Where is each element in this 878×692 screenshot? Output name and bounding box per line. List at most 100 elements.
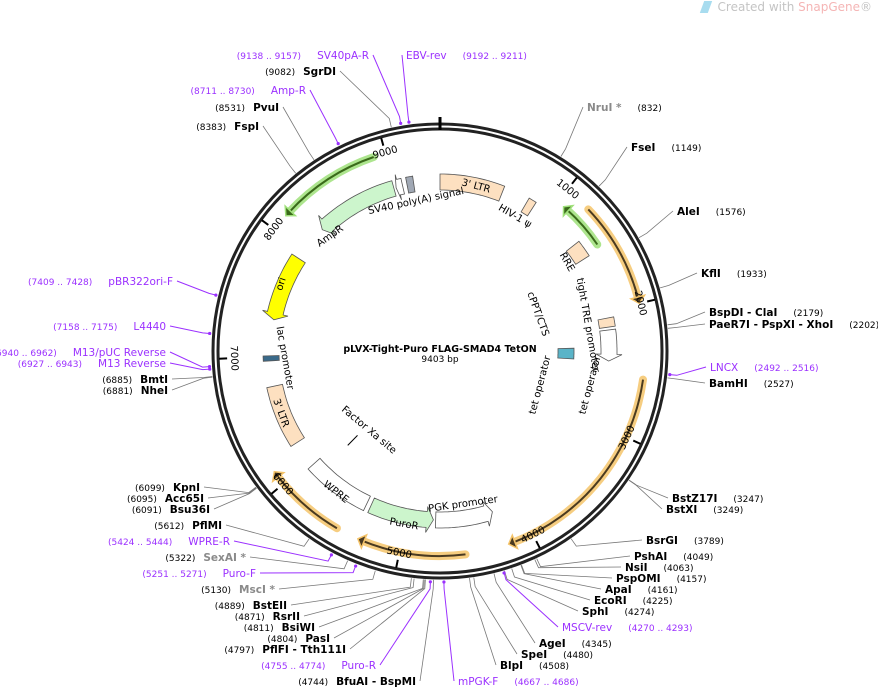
primer-binding-site[interactable]: (8711 .. 8730) Amp-R <box>191 79 340 146</box>
primer-range: (7158 .. 7175) <box>53 323 117 333</box>
restriction-site[interactable]: BstZ17I (3247) <box>628 479 763 506</box>
logo-brand: SnapGene <box>798 0 860 14</box>
tick-mark <box>571 176 578 185</box>
restriction-site[interactable]: (4889) BstEII <box>215 578 412 613</box>
primer-binding-site[interactable]: (4755 .. 4774) Puro-R <box>261 580 432 673</box>
primer-leader-line <box>372 54 402 124</box>
site-leader-line <box>318 579 424 628</box>
restriction-site[interactable]: KflI (1933) <box>659 262 767 289</box>
primer-name: M13 Reverse <box>98 358 166 370</box>
primer-binding-site[interactable]: (7409 .. 7428) pBR322ori-F <box>28 270 218 297</box>
site-label: (5612) PflMI <box>154 514 222 533</box>
orf-line <box>288 156 375 213</box>
site-label: (4889) BstEII <box>215 594 287 613</box>
restriction-site[interactable]: FseI (1149) <box>598 136 701 187</box>
restriction-site[interactable]: (6099) KpnI <box>135 476 257 495</box>
restriction-site[interactable]: NruI * (832) <box>560 96 662 157</box>
restriction-site[interactable]: NsiI (4063) <box>534 556 694 575</box>
primer-binding-site[interactable]: LNCX (2492 .. 2516) <box>668 356 819 377</box>
primer-binding-site[interactable]: (9138 .. 9157) SV40pA-R <box>237 44 403 125</box>
site-leader-line <box>667 323 706 329</box>
primer-name: EBV-rev <box>406 50 447 62</box>
restriction-site[interactable]: (4797) PflFI - Tth111I <box>224 579 426 658</box>
restriction-site[interactable]: (9082) SgrDI <box>265 60 392 128</box>
primer-label: (5424 .. 5444) WPRE-R <box>108 530 230 549</box>
site-position: (4889) <box>215 602 245 612</box>
restriction-site[interactable]: (6885) BmtI <box>102 368 213 387</box>
restriction-site[interactable]: (6095) Acc65I <box>127 487 257 506</box>
primer-label: (7409 .. 7428) pBR322ori-F <box>28 270 173 289</box>
feature-label: ori <box>274 276 288 292</box>
restriction-site[interactable]: AleI (1576) <box>638 200 746 239</box>
primer-leader-line <box>669 366 707 376</box>
restriction-site[interactable]: (4744) BfuAI - BspMI <box>298 579 434 689</box>
site-name: SgrDI <box>303 66 336 78</box>
site-label: (6885) BmtI <box>102 368 168 387</box>
restriction-site[interactable]: (6881) NheI <box>103 376 213 398</box>
tick-mark <box>646 298 656 303</box>
restriction-site[interactable]: (6091) Bsu36I <box>132 487 257 517</box>
site-name: NruI * <box>587 102 622 114</box>
restriction-site[interactable]: (8531) PvuI <box>215 96 315 161</box>
primer-binding-site[interactable]: (6940 .. 6962) M13/pUC Reverse <box>0 341 212 369</box>
restriction-site[interactable]: PshAI (4049) <box>536 545 714 568</box>
primer-binding-site[interactable]: (5424 .. 5444) WPRE-R <box>108 530 333 562</box>
primer-range: (9192 .. 9211) <box>463 52 527 62</box>
primer-binding-site[interactable]: EBV-rev (9192 .. 9211) <box>401 44 527 124</box>
tick-label: 5000 <box>386 545 413 561</box>
site-position: (4274) <box>624 608 654 618</box>
site-position: (1149) <box>671 144 701 154</box>
site-position: (2527) <box>764 380 794 390</box>
site-leader-line <box>290 578 412 606</box>
logo-suffix: ® <box>860 0 872 14</box>
site-name: SphI <box>582 606 608 618</box>
restriction-site[interactable]: AgeI (4345) <box>493 573 612 652</box>
restriction-site[interactable]: PaeR7I - PspXI - XhoI (2202) <box>667 313 878 332</box>
site-leader-line <box>419 579 434 682</box>
restriction-site[interactable]: (4811) BsiWI <box>244 579 424 635</box>
tick-mark <box>535 540 541 549</box>
restriction-site[interactable]: ApaI (4161) <box>520 565 678 597</box>
restriction-site[interactable]: (5322) SexAI * <box>165 546 349 570</box>
primer-binding-site[interactable]: mPGK-F (4667 .. 4686) <box>442 580 579 689</box>
restriction-site[interactable]: (5130) MscI * <box>201 570 376 597</box>
primer-binding-site[interactable]: (7158 .. 7175) L4440 <box>53 315 212 336</box>
site-name: SpeI <box>521 649 547 661</box>
orf-arrowhead-icon <box>271 470 286 484</box>
site-name: BlpI <box>500 660 523 672</box>
restriction-site[interactable]: EcoRI (4225) <box>511 568 673 609</box>
site-label: EcoRI (4225) <box>594 589 673 608</box>
site-leader-line <box>171 376 213 380</box>
restriction-site[interactable]: SpeI (4480) <box>473 577 593 663</box>
restriction-site[interactable]: (5612) PflMI <box>154 514 310 547</box>
restriction-site[interactable]: (4871) RsrII <box>235 578 415 625</box>
3-ltr-feature <box>266 383 305 447</box>
orf-arrowhead-icon <box>562 204 575 218</box>
site-name: Bsu36I <box>170 504 210 516</box>
tick-label: 2000 <box>632 290 649 317</box>
site-name: PasI <box>305 633 330 645</box>
orf-arrowhead-icon <box>628 293 647 305</box>
backbone: 1000 2000 3000 4000 5000 6000 7000 8000 9000 <box>211 117 669 580</box>
site-position: (6885) <box>102 376 132 386</box>
site-leader-line <box>536 555 631 568</box>
site-name: BspDI - ClaI <box>709 307 777 319</box>
primer-binding-site[interactable]: MSCV-rev (4270 .. 4293) <box>502 571 692 635</box>
restriction-site[interactable]: BsrGI (3789) <box>570 529 724 548</box>
restriction-site[interactable]: (4804) PasI <box>267 579 425 647</box>
site-position: (1576) <box>716 208 746 218</box>
primer-label: EBV-rev (9192 .. 9211) <box>406 44 527 63</box>
restriction-site[interactable]: BamHI (2527) <box>667 372 794 391</box>
site-leader-line <box>628 479 663 510</box>
restriction-site[interactable]: (8383) FspI <box>196 115 297 174</box>
site-label: BlpI (4508) <box>500 654 569 673</box>
site-name: NsiI <box>625 562 648 574</box>
restriction-site[interactable]: BstXI (3249) <box>628 479 743 517</box>
primer-binding-site[interactable]: (5251 .. 5271) Puro-F <box>142 562 358 581</box>
primer-binding-site[interactable]: (6927 .. 6943) M13 Reverse <box>18 352 212 371</box>
unlabeled-feature <box>405 175 416 194</box>
primer-range: (5251 .. 5271) <box>142 570 206 580</box>
site-name: PflFI - Tth111I <box>262 644 346 656</box>
restriction-site[interactable]: BlpI (4508) <box>469 578 569 673</box>
restriction-site[interactable]: BspDI - ClaI (2179) <box>667 301 824 326</box>
